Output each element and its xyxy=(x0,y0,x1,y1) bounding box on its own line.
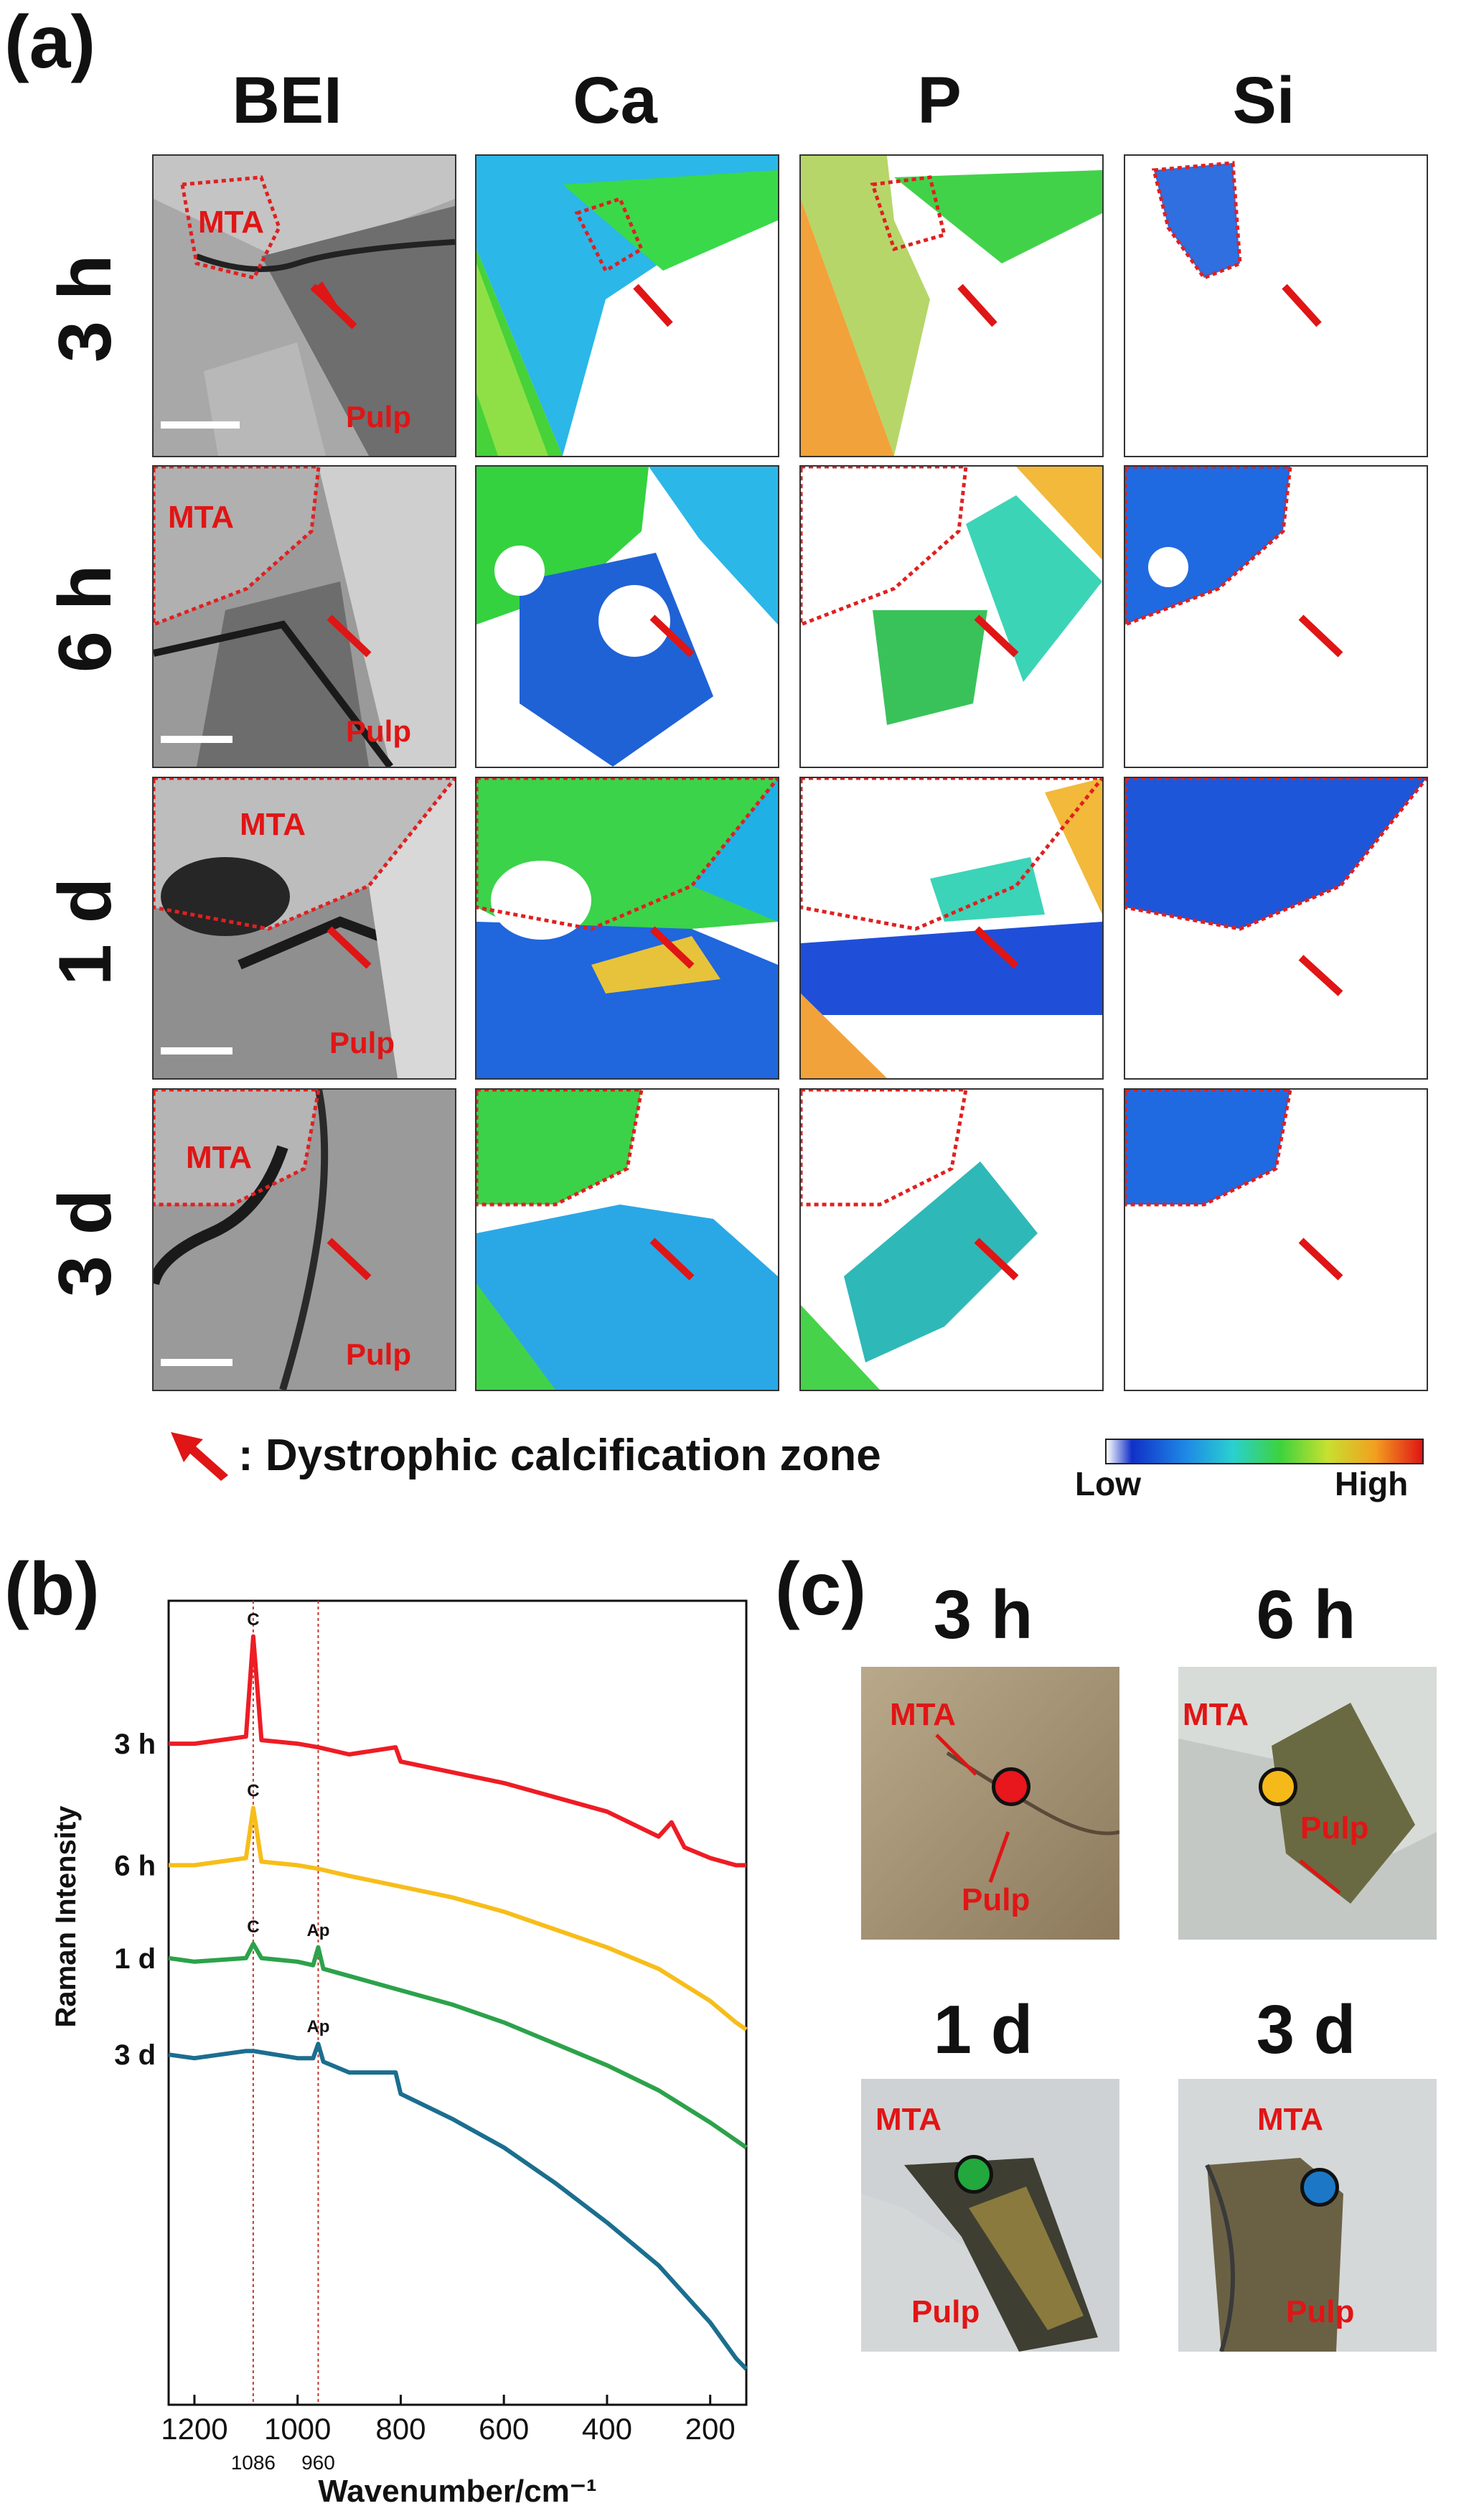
x-tick-label: 800 xyxy=(375,2412,426,2446)
mta-label: MTA xyxy=(168,500,235,535)
pulp-label: Pulp xyxy=(346,400,411,434)
photo-1d: MTA Pulp xyxy=(861,2079,1119,2352)
x-tick-label: 1200 xyxy=(161,2412,227,2446)
photo-pulp-label: Pulp xyxy=(1286,2294,1355,2329)
peak-label-Ap: Ap xyxy=(306,2017,329,2037)
photo-pulp-label: Pulp xyxy=(911,2294,980,2329)
series-line-6h xyxy=(169,1805,748,2031)
photo-mta-label: MTA xyxy=(1183,1697,1249,1732)
column-header-bei: BEI xyxy=(232,64,342,137)
photo-3d: MTA Pulp xyxy=(1178,2079,1437,2352)
si-map-1d xyxy=(1124,777,1428,1080)
colorbar-low-label: Low xyxy=(1075,1465,1141,1502)
p-map-1d xyxy=(799,777,1104,1080)
ca-map-3h xyxy=(475,154,779,457)
photo-title-6h: 6 h xyxy=(1256,1576,1356,1653)
legend-text: : Dystrophic calcification zone xyxy=(238,1431,881,1480)
row-label-3h: 3 h xyxy=(44,254,127,363)
colorbar-high-label: High xyxy=(1335,1465,1409,1502)
plot-frame xyxy=(167,1599,748,2406)
panel-a-label: (a) xyxy=(4,1,96,84)
reference-label-1086: 1086 xyxy=(231,2451,276,2474)
photo-mta-label: MTA xyxy=(875,2102,942,2137)
p-map-3d xyxy=(799,1088,1104,1391)
row-label-1d: 1 d xyxy=(44,877,127,986)
pulp-label: Pulp xyxy=(346,1337,411,1371)
measurement-point-1d xyxy=(954,2155,993,2194)
photo-mta-label: MTA xyxy=(890,1697,957,1732)
si-map-3d xyxy=(1124,1088,1428,1391)
bei-image-3h: MTA Pulp xyxy=(152,154,456,457)
reference-label-960: 960 xyxy=(301,2451,335,2474)
measurement-point-6h xyxy=(1259,1767,1297,1806)
ca-map-1d xyxy=(475,777,779,1080)
bei-image-6h: MTA Pulp xyxy=(152,465,456,768)
si-map-6h xyxy=(1124,465,1428,768)
series-line-3d xyxy=(168,2042,748,2371)
panel-c-label: (c) xyxy=(775,1548,867,1631)
row-label-6h: 6 h xyxy=(44,564,127,673)
pulp-label: Pulp xyxy=(329,1026,395,1060)
photo-pulp-label: Pulp xyxy=(962,1882,1030,1917)
peak-label-C: C xyxy=(247,1782,259,1801)
photo-3h: MTA Pulp xyxy=(861,1667,1119,1940)
x-tick-label: 1000 xyxy=(264,2412,331,2446)
raman-chart: 1086 960 1200 1000 800 600 400 200 Wavenumber/cm… xyxy=(50,1599,748,2504)
photo-6h: MTA Pulp xyxy=(1178,1667,1437,1940)
row-label-3d: 3 d xyxy=(44,1189,127,1298)
measurement-point-3h xyxy=(992,1767,1030,1806)
panel-b-label: (b) xyxy=(4,1548,100,1631)
x-tick-label: 600 xyxy=(479,2412,529,2446)
ca-map-6h xyxy=(475,465,779,768)
series-line-3h xyxy=(169,1634,746,1868)
mta-label: MTA xyxy=(186,1140,253,1175)
colorbar xyxy=(1105,1439,1424,1464)
photo-title-3d: 3 d xyxy=(1256,1991,1356,2068)
series-label: 6 h xyxy=(114,1850,156,1881)
ca-map-3d xyxy=(475,1088,779,1391)
column-header-p: P xyxy=(917,64,962,137)
pulp-label: Pulp xyxy=(346,714,411,748)
mta-label: MTA xyxy=(240,807,306,842)
series-label: 3 d xyxy=(114,2039,156,2071)
peak-label-C: C xyxy=(247,1917,259,1937)
p-map-6h xyxy=(799,465,1104,768)
x-tick-label: 400 xyxy=(582,2412,632,2446)
x-axis-label: Wavenumber/cm⁻¹ xyxy=(318,2474,596,2504)
series-label: 1 d xyxy=(114,1943,156,1975)
arrow-legend-icon xyxy=(171,1432,228,1481)
measurement-point-3d xyxy=(1300,2168,1339,2207)
photo-pulp-label: Pulp xyxy=(1300,1810,1369,1846)
peak-label-Ap: Ap xyxy=(306,1921,329,1940)
x-tick-label: 200 xyxy=(685,2412,736,2446)
column-header-ca: Ca xyxy=(573,64,657,137)
bei-image-3d: MTA Pulp xyxy=(152,1088,456,1391)
p-map-3h xyxy=(799,154,1104,457)
peak-label-C: C xyxy=(247,1610,259,1629)
series-label: 3 h xyxy=(114,1729,156,1760)
si-map-3h xyxy=(1124,154,1428,457)
bei-image-1d: MTA Pulp xyxy=(152,777,456,1080)
column-header-si: Si xyxy=(1232,64,1295,137)
photo-title-1d: 1 d xyxy=(933,1991,1033,2068)
photo-mta-label: MTA xyxy=(1257,2102,1324,2137)
mta-label: MTA xyxy=(198,205,265,240)
photo-title-3h: 3 h xyxy=(933,1576,1033,1653)
series-line-1d xyxy=(168,1941,748,2150)
y-axis-label: Raman Intensity xyxy=(50,1805,82,2028)
